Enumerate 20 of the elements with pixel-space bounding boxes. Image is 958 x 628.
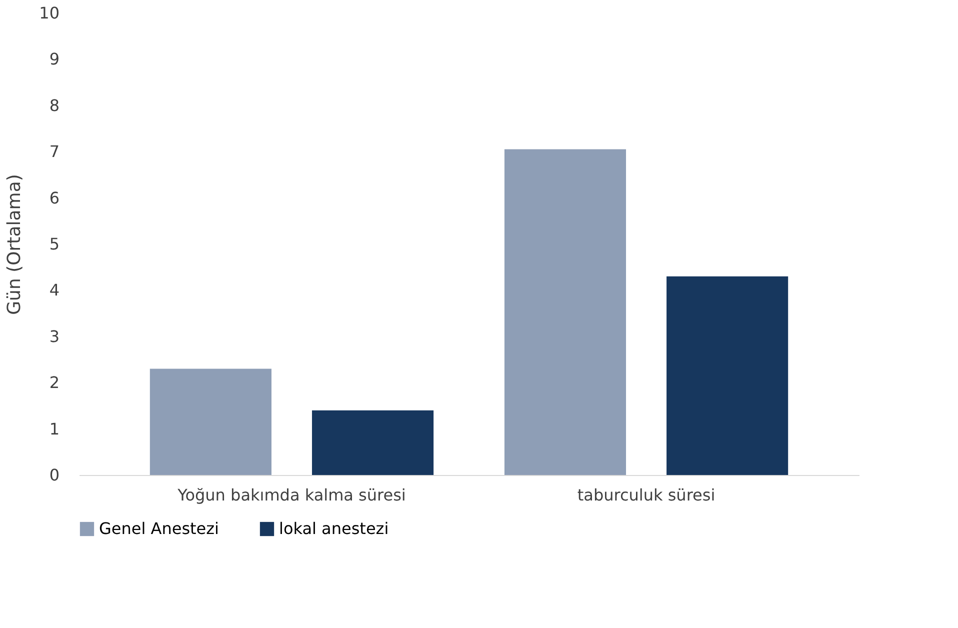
x-tick-label: Yoğun bakımda kalma süresi [176, 486, 406, 504]
y-axis-title: Gün (Ortalama) [4, 174, 26, 315]
y-tick-label: 6 [49, 188, 60, 208]
y-tick-label: 10 [39, 4, 60, 22]
x-tick-label: taburculuk süresi [577, 486, 716, 504]
bar [666, 276, 788, 475]
legend-label: lokal anestezi [279, 519, 389, 538]
y-tick-label: 5 [49, 234, 60, 254]
legend-label: Genel Anestezi [99, 519, 219, 538]
bar [150, 368, 272, 475]
y-tick-label: 8 [49, 96, 60, 115]
y-tick-label: 1 [49, 419, 60, 438]
bar [504, 149, 626, 475]
y-tick-label: 2 [49, 373, 60, 392]
y-tick-label: 7 [49, 142, 60, 162]
y-tick-label: 9 [49, 50, 60, 69]
bar [312, 410, 434, 475]
y-tick-label: 0 [49, 466, 60, 484]
y-tick-label: 4 [49, 280, 60, 300]
y-tick-label: 3 [49, 326, 60, 346]
